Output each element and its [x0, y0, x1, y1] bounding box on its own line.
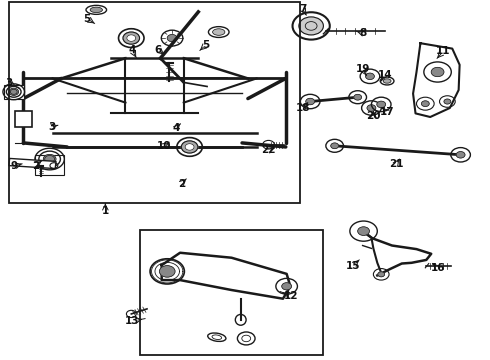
Circle shape — [444, 99, 451, 104]
Text: 16: 16 — [430, 263, 445, 273]
Circle shape — [367, 105, 376, 111]
Circle shape — [366, 73, 374, 80]
Circle shape — [431, 67, 444, 77]
Text: 9: 9 — [10, 161, 17, 171]
Circle shape — [456, 152, 465, 158]
Circle shape — [185, 144, 194, 150]
Ellipse shape — [208, 333, 226, 341]
Text: 15: 15 — [345, 261, 360, 271]
Text: 14: 14 — [377, 70, 392, 80]
Text: 21: 21 — [389, 159, 403, 169]
Circle shape — [181, 141, 198, 153]
Ellipse shape — [90, 7, 102, 13]
Circle shape — [421, 101, 429, 107]
Circle shape — [10, 89, 17, 94]
Text: 20: 20 — [366, 111, 381, 121]
Circle shape — [299, 17, 323, 35]
Circle shape — [282, 283, 292, 290]
Text: 7: 7 — [299, 4, 307, 14]
Text: 13: 13 — [125, 316, 140, 326]
Text: 11: 11 — [436, 46, 451, 56]
Circle shape — [237, 332, 255, 345]
Text: 10: 10 — [157, 141, 172, 151]
Ellipse shape — [383, 79, 391, 83]
Text: 3: 3 — [5, 78, 12, 88]
Text: 12: 12 — [284, 291, 299, 301]
Bar — [9, 158, 56, 168]
Circle shape — [43, 154, 56, 164]
Circle shape — [306, 98, 315, 105]
Circle shape — [127, 35, 136, 41]
Text: 4: 4 — [172, 123, 180, 133]
Text: 6: 6 — [155, 45, 162, 55]
Circle shape — [331, 143, 339, 149]
Bar — [15, 111, 32, 127]
Text: 18: 18 — [295, 103, 310, 113]
Circle shape — [9, 88, 19, 95]
Circle shape — [167, 35, 177, 42]
Circle shape — [354, 94, 362, 100]
Text: 1: 1 — [102, 206, 109, 216]
Text: 5: 5 — [202, 40, 209, 50]
Ellipse shape — [213, 29, 225, 35]
Circle shape — [377, 101, 386, 108]
Text: 5: 5 — [84, 14, 91, 24]
Text: 8: 8 — [359, 28, 366, 38]
Text: 3: 3 — [48, 122, 55, 132]
Bar — [4, 85, 24, 99]
Circle shape — [45, 156, 54, 163]
Bar — [140, 230, 323, 355]
Circle shape — [358, 227, 369, 235]
Text: 2: 2 — [32, 161, 39, 171]
Bar — [9, 2, 300, 203]
Circle shape — [378, 272, 385, 277]
Circle shape — [123, 32, 140, 44]
Text: 4: 4 — [128, 45, 136, 55]
Text: 2: 2 — [178, 179, 185, 189]
Circle shape — [159, 266, 175, 277]
Bar — [35, 156, 65, 175]
Text: 17: 17 — [380, 107, 394, 117]
Text: 22: 22 — [261, 145, 276, 156]
Text: 19: 19 — [355, 64, 370, 74]
